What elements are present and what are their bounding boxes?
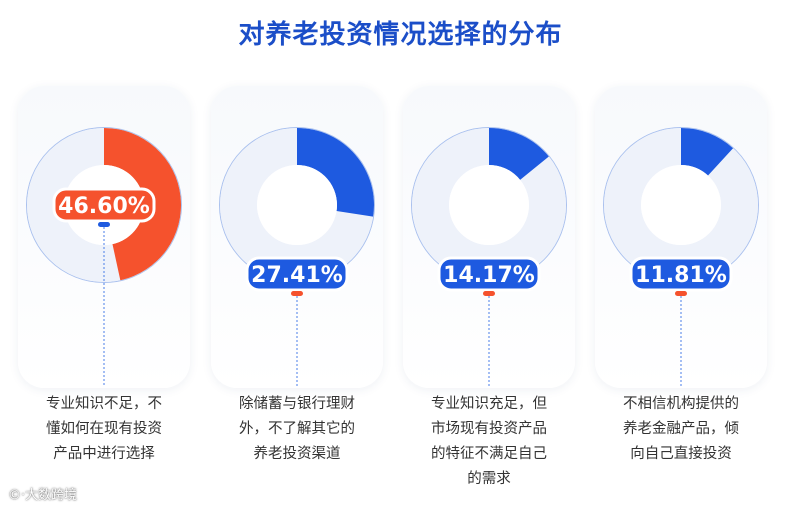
value-badge [437,256,541,292]
connector-dot [675,291,687,296]
donut-slice [104,128,182,281]
value-badge [245,256,349,292]
donut-hole [257,165,337,245]
logo-icon: ©· [8,488,26,503]
description-line: 专业知识充足，但 [431,396,547,412]
description-line: 懂如何在现有投资 [46,421,162,437]
value-label: 27.41% [251,263,343,288]
connector-dot [291,291,303,296]
donut-slice [681,128,734,176]
donut-outline [26,127,182,283]
description-line: 向自己直接投资 [630,446,732,462]
description-line: 专业知识不足，不 [46,396,162,412]
description-line: 养老投资渠道 [253,446,341,462]
donut-slice [489,128,549,180]
connector-dot [98,222,110,227]
value-badge [52,187,156,223]
description-line: 的特征不满足自己 [431,446,547,462]
description-line: 养老金融产品，倾 [623,421,739,437]
donut-chart-2: 27.41% [219,127,375,386]
watermark: ©·大数跨境 [8,484,77,503]
description-2: 除储蓄与银行理财 外，不了解其它的 养老投资渠道 [209,392,385,467]
donut-chart-3: 14.17% [411,127,567,386]
chart-title: 对养老投资情况选择的分布 [238,20,563,50]
description-line: 的需求 [467,471,511,487]
watermark-text: 大数跨境 [25,488,78,503]
description-line: 外，不了解其它的 [239,421,355,437]
value-label: 11.81% [635,263,727,288]
donut-hole [641,165,721,245]
connector-dot [483,291,495,296]
donut-chart-4: 11.81% [603,127,759,386]
description-1: 专业知识不足，不 懂如何在现有投资 产品中进行选择 [16,392,192,467]
donut-chart-1: 46.60% [26,127,182,386]
value-label: 14.17% [443,263,535,288]
value-badge [629,256,733,292]
description-line: 除储蓄与银行理财 [239,396,355,412]
description-4: 不相信机构提供的 养老金融产品，倾 向自己直接投资 [593,392,769,467]
description-line: 产品中进行选择 [53,446,155,462]
donut-hole [449,165,529,245]
value-label: 46.60% [58,194,150,219]
donut-slice [297,128,374,217]
description-line: 市场现有投资产品 [431,421,547,437]
description-line: 不相信机构提供的 [623,396,739,412]
description-3: 专业知识充足，但 市场现有投资产品 的特征不满足自己 的需求 [401,392,577,492]
